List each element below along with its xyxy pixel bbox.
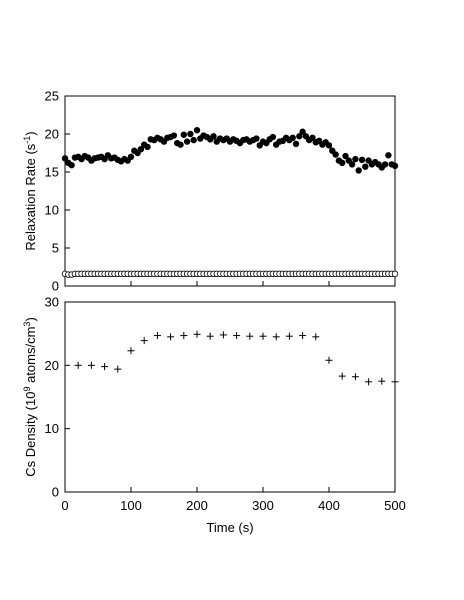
relaxation-rate-y-tick-label: 10 (45, 203, 59, 218)
relaxation-rate-filled-point (355, 167, 362, 174)
cs-density-points (74, 330, 399, 386)
relaxation-rate-filled-point (385, 152, 392, 159)
relaxation-rate-filled-point (381, 161, 389, 168)
relaxation-rate-filled-point (332, 151, 339, 158)
cs-density-y-tick-label: 20 (45, 358, 59, 373)
relaxation-rate-filled-point (289, 134, 296, 141)
cs-density-plus-point (153, 332, 161, 340)
relaxation-rate-filled-point (391, 162, 399, 170)
cs-density-x-ticks: 0 100 200 300 400 500 (61, 487, 406, 513)
cs-density-plus-point (272, 333, 280, 341)
relaxation-rate-filled-point (352, 155, 359, 163)
cs-density-plus-point (351, 373, 359, 381)
relaxation-rate-filled-point (299, 128, 306, 135)
cs-density-plot-area (64, 301, 396, 493)
relaxation-rate-y-tick-label: 0 (52, 279, 59, 294)
relaxation-rate-y-tick-label: 15 (45, 165, 59, 180)
relaxation-rate-filled-point (61, 155, 69, 162)
time-x-axis-label: Time (s) (206, 520, 253, 535)
cs-density-plus-point (285, 332, 293, 340)
cs-density-y-tick-label: 30 (45, 295, 59, 310)
cs-density-plus-point (299, 332, 307, 340)
cs-density-plus-point (193, 330, 201, 338)
cs-density-plus-point (140, 337, 148, 345)
cs-density-plus-point (246, 332, 254, 340)
relaxation-rate-filled-point (253, 135, 260, 142)
cs-density-x-tick-label: 300 (252, 498, 274, 513)
relaxation-rate-filled-point (193, 127, 201, 134)
cs-density-plus-point (325, 356, 333, 364)
cs-density-plus-point (180, 332, 188, 340)
relaxation-rate-x-ticks (64, 281, 396, 286)
cs-density-plus-point (206, 332, 214, 340)
cs-density-plus-point (312, 333, 320, 341)
relaxation-rate-filled-point (309, 134, 316, 141)
relaxation-rate-filled-point (339, 159, 346, 167)
cs-density-plus-point (391, 378, 399, 386)
relaxation-rate-filled-point (362, 163, 369, 170)
relaxation-rate-filled-point (170, 132, 178, 139)
cs-density-plus-point (338, 372, 346, 380)
cs-density-plus-point (378, 377, 386, 385)
cs-density-y-axis-label: Cs Density (109 atoms/cm3) (22, 317, 38, 477)
relaxation-rate-filled-point (269, 133, 277, 141)
relaxation-rate-filled-point (348, 161, 356, 168)
relaxation-rate-filled-point (358, 156, 366, 164)
relaxation-rate-filled-point (342, 152, 349, 160)
cs-density-plus-point (167, 333, 175, 341)
relaxation-rate-y-axis-label: Relaxation Rate (s-1) (22, 131, 38, 250)
relaxation-rate-points (61, 127, 399, 278)
relaxation-rate-filled-point (127, 153, 135, 160)
relaxation-rate-filled-point (296, 133, 303, 140)
cs-density-y-ticks: 0 10 20 30 (45, 295, 70, 500)
cs-density-x-tick-label: 500 (384, 498, 406, 513)
relaxation-rate-filled-point (180, 131, 187, 138)
cs-density-x-tick-label: 100 (120, 498, 142, 513)
relaxation-rate-open-point (391, 270, 399, 278)
relaxation-rate-filled-point (190, 136, 197, 144)
relaxation-rate-filled-point (325, 142, 333, 149)
relaxation-rate-y-tick-label: 25 (45, 89, 59, 104)
cs-density-y-tick-label: 0 (52, 485, 59, 500)
relaxation-rate-filled-point (183, 138, 191, 145)
cs-density-plus-point (259, 332, 267, 340)
cs-density-x-tick-label: 200 (186, 498, 208, 513)
cs-density-plus-point (365, 378, 373, 386)
cs-density-plus-point (127, 347, 135, 355)
cs-density-plus-point (101, 363, 109, 371)
relaxation-rate-filled-point (292, 140, 300, 148)
relaxation-rate-filled-point (187, 130, 194, 138)
relaxation-rate-filled-point (68, 161, 75, 169)
cs-density-y-tick-label: 10 (45, 421, 59, 436)
relaxation-rate-filled-point (177, 141, 184, 148)
cs-density-x-tick-label: 0 (61, 498, 68, 513)
relaxation-rate-filled-point (137, 146, 145, 153)
cs-density-panel: 0 10 20 30 0 100 200 300 400 500 Cs Density (109… (22, 295, 406, 536)
relaxation-rate-y-tick-label: 20 (45, 127, 59, 142)
relaxation-rate-y-tick-label: 5 (52, 241, 59, 256)
cs-density-plus-point (114, 365, 122, 373)
cs-density-plus-point (233, 332, 241, 340)
cs-density-x-tick-label: 400 (318, 498, 340, 513)
relaxation-rate-filled-point (144, 143, 151, 151)
cs-density-plus-point (74, 361, 82, 369)
relaxation-rate-plot-area (64, 95, 396, 287)
relaxation-rate-panel: 0 5 10 15 20 25 Relaxation Rate (s-1) (22, 89, 399, 294)
relaxation-rate-filled-point (210, 133, 217, 140)
cs-density-plus-point (87, 361, 95, 369)
cs-density-plus-point (219, 331, 227, 339)
relaxation-rate-y-ticks: 0 5 10 15 20 25 (45, 89, 70, 294)
